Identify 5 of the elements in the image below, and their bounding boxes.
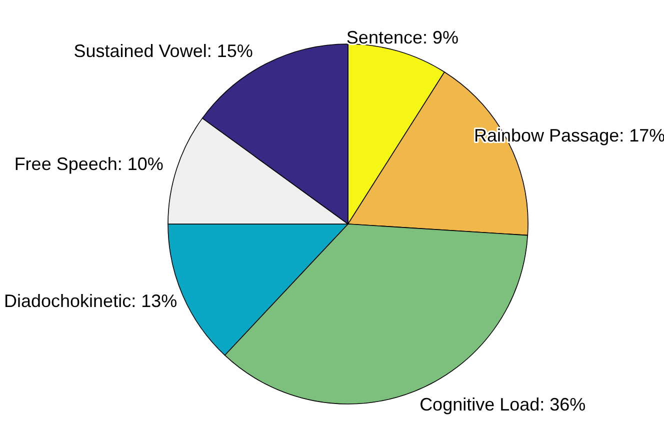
slice-label: Diadochokinetic: 13% [4, 291, 178, 312]
slice-label: Sustained Vowel: 15% [74, 40, 253, 61]
slice-label: Free Speech: 10% [14, 154, 164, 174]
slice-label: Cognitive Load: 36% [420, 394, 586, 415]
slice-label: Sentence: 9% [346, 27, 459, 48]
